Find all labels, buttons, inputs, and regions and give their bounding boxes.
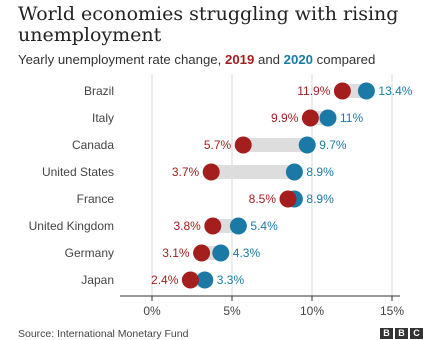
value-label-2019: 11.9% [297,84,330,98]
dot-2019 [181,271,199,289]
subtitle-suffix: compared [313,52,376,67]
value-label-2019: 3.1% [162,246,190,260]
source-note: Source: International Monetary Fund [18,328,189,340]
label-layer: Brazil 11.9% 13.4% Italy 9.9% 11% Canada 5.7% 9.… [29,84,413,287]
connector-bar [211,165,295,179]
subtitle-prefix: Yearly unemployment rate change, [18,52,225,67]
x-tick-label: 10% [300,304,324,318]
x-tick-label: 15% [380,304,404,318]
dot-layer [181,82,375,289]
dot-2019 [193,244,211,262]
axis-layer: 0% 5% 10% 15% [120,295,404,318]
value-label-2020: 11% [340,111,363,125]
value-label-2019: 2.4% [151,273,179,287]
logo-letter: B [395,328,408,339]
category-label: Brazil [84,84,114,98]
value-label-2020: 9.7% [319,138,347,152]
logo-letter: B [380,328,393,339]
legend-2019: 2019 [224,52,255,67]
category-label: United States [42,165,114,179]
category-label: Japan [81,273,114,287]
bbc-logo: B B C [380,328,423,339]
dot-2019 [279,190,297,208]
value-label-2020: 5.4% [250,219,278,233]
grid-layer [151,74,393,296]
connector-bar [243,138,308,152]
category-label: France [77,192,115,206]
dot-2019 [301,109,319,127]
value-label-2020: 13.4% [378,84,412,98]
category-label: Italy [92,111,114,125]
value-label-2019: 9.9% [271,111,299,125]
dot-2020 [212,244,230,262]
legend-2020: 2020 [283,52,314,67]
dot-2020 [285,163,303,181]
dot-2020 [229,217,247,235]
value-label-2019: 8.5% [249,192,277,206]
dot-2020 [357,82,375,100]
value-label-2019: 5.7% [204,138,232,152]
dot-2019 [333,82,351,100]
subtitle-middle: and [254,52,284,67]
category-label: Germany [65,246,114,260]
dot-2019 [204,217,222,235]
category-label: Canada [72,138,114,152]
dot-2020 [196,271,214,289]
category-label: United Kingdom [29,219,114,233]
dot-2019 [202,163,220,181]
chart-title: World economies struggling with rising u… [18,3,399,46]
chart-subtitle: Yearly unemployment rate change, 2019 an… [18,52,375,67]
logo-letter: C [410,328,423,339]
dot-2019 [234,136,252,154]
x-tick-label: 5% [223,304,241,318]
dot-2020 [319,109,337,127]
value-label-2020: 3.3% [217,273,245,287]
dot-2020 [298,136,316,154]
value-label-2020: 8.9% [306,165,334,179]
value-label-2020: 8.9% [306,192,334,206]
value-label-2020: 4.3% [233,246,261,260]
value-label-2019: 3.8% [173,219,201,233]
x-tick-label: 0% [143,304,161,318]
value-label-2019: 3.7% [172,165,200,179]
